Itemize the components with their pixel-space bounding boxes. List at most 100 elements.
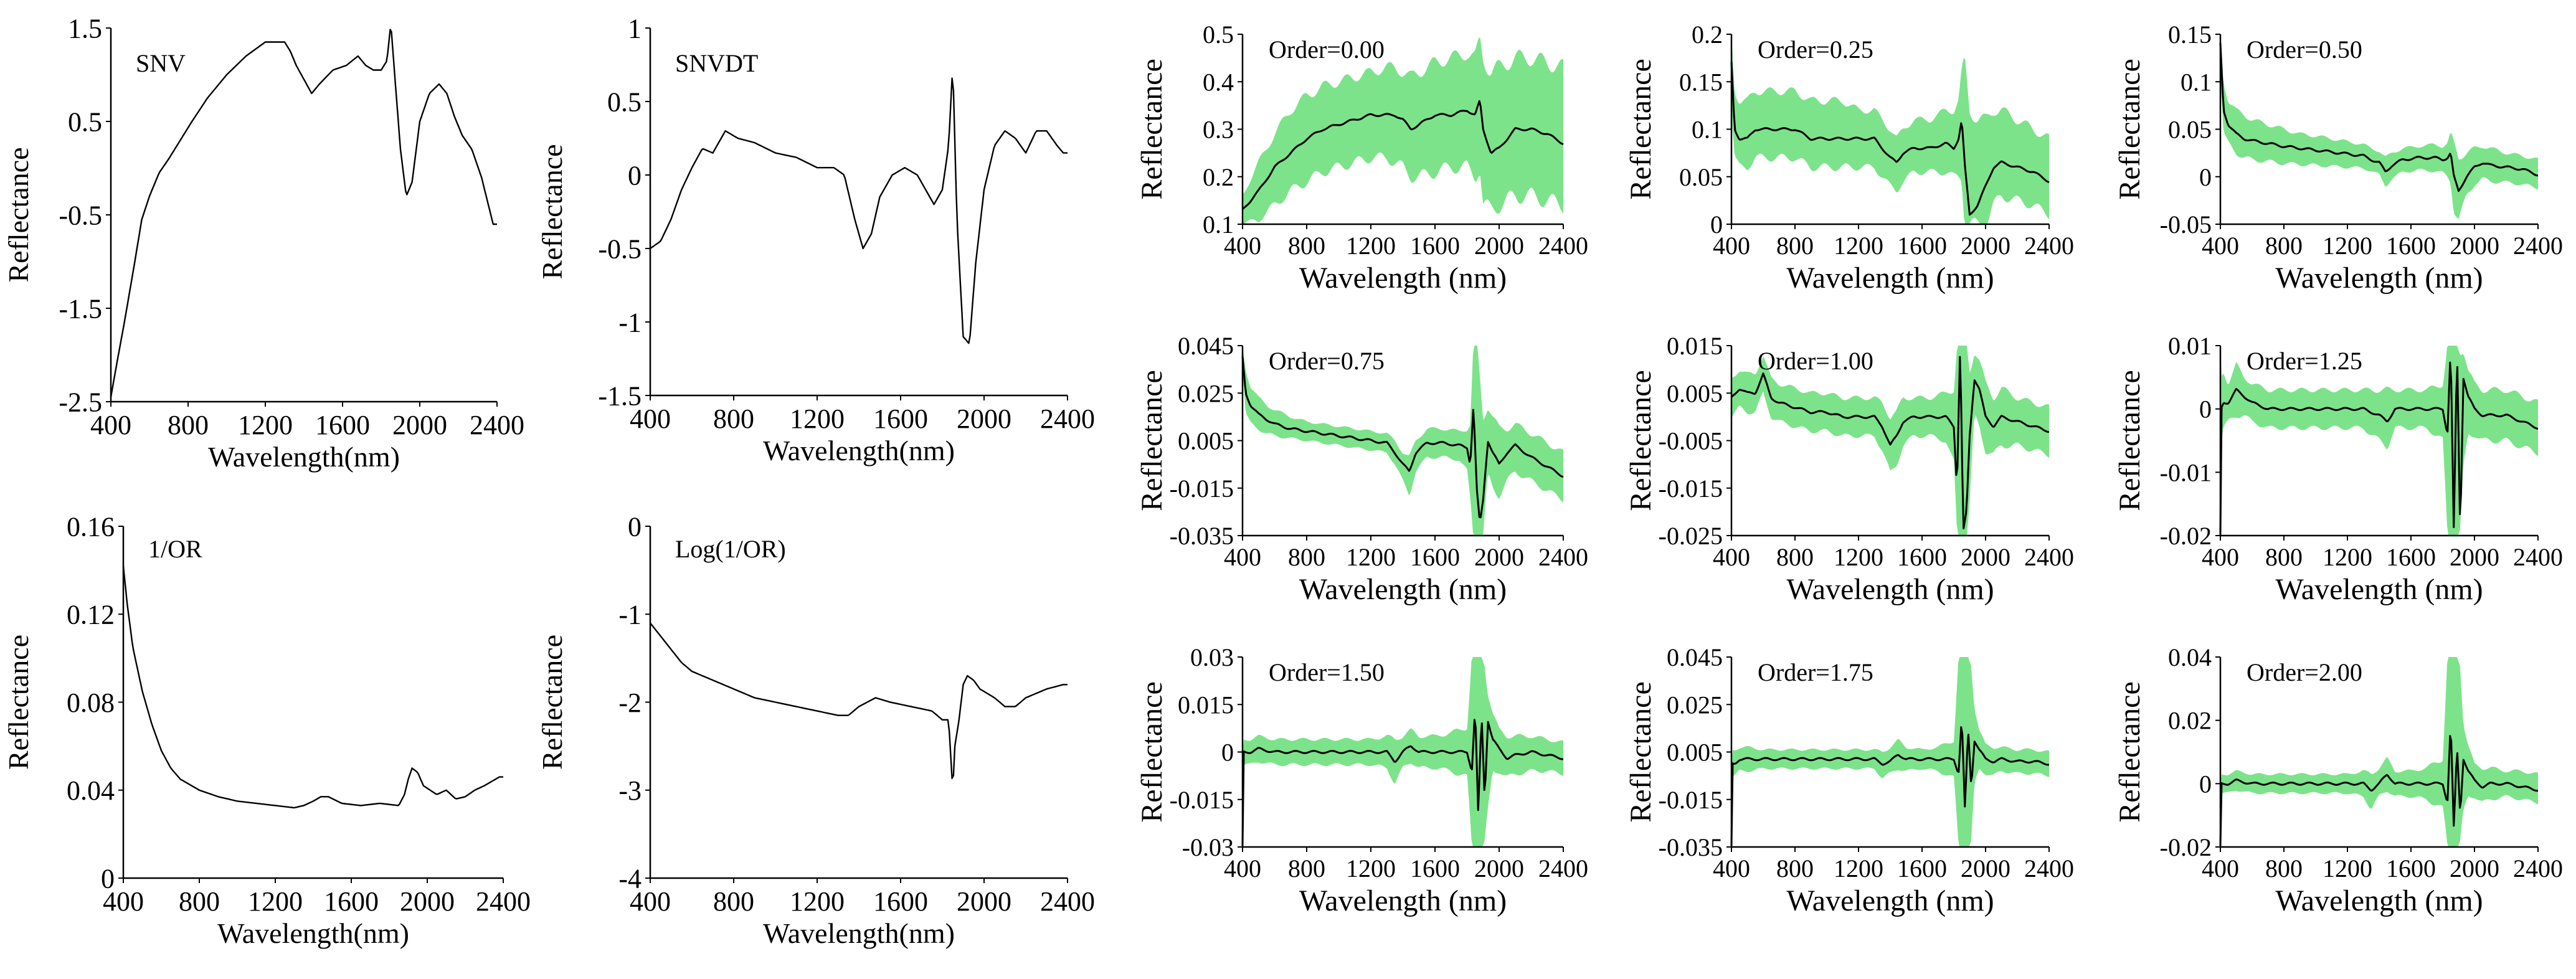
x-tick-label: 2400 — [2513, 232, 2563, 260]
y-tick-label: 0 — [1221, 739, 1234, 767]
x-axis-label: Wavelength (nm) — [2275, 262, 2483, 295]
y-axis-label: Reflectance — [2113, 59, 2146, 200]
y-tick-label: 0.01 — [2168, 332, 2212, 360]
x-tick-label: 800 — [1776, 543, 1814, 571]
y-tick-label: 0.1 — [1203, 210, 1234, 239]
y-tick-label: 0 — [1710, 210, 1723, 239]
x-tick-label: 400 — [630, 886, 671, 917]
series-line-ord000 — [1241, 100, 1564, 210]
x-tick-label: 400 — [2202, 543, 2239, 571]
x-tick-label: 1200 — [790, 404, 845, 434]
x-tick-label: 400 — [103, 886, 144, 917]
x-tick-label: 800 — [2265, 232, 2303, 260]
x-tick-label: 1200 — [790, 886, 845, 917]
series-line-snv — [110, 29, 497, 397]
x-tick-label: 2400 — [1538, 232, 1588, 260]
x-tick-label: 2000 — [957, 886, 1011, 917]
x-tick-label: 1200 — [2323, 854, 2372, 882]
x-tick-label: 2400 — [1538, 854, 1588, 882]
x-tick-label: 2000 — [2450, 232, 2499, 260]
panel-label: Order=1.00 — [1758, 347, 1873, 375]
x-tick-label: 1600 — [315, 410, 370, 440]
y-tick-label: 1 — [628, 13, 642, 44]
band-ord175 — [1731, 657, 2049, 847]
x-tick-label: 800 — [179, 886, 220, 917]
y-axis-label: Reflectance — [1624, 370, 1657, 511]
y-tick-label: 0.15 — [1679, 68, 1723, 96]
series-line-inv_or — [122, 565, 503, 809]
x-tick-label: 2400 — [2513, 854, 2563, 882]
x-tick-label: 1600 — [1897, 543, 1947, 571]
x-tick-label: 1200 — [1834, 232, 1883, 260]
band-ord025 — [1731, 34, 2049, 224]
series-line-ord075 — [1241, 356, 1564, 519]
x-tick-label: 1200 — [1834, 543, 1883, 571]
y-tick-label: 0.005 — [1667, 379, 1723, 407]
y-axis-label: Reflectance — [1624, 681, 1657, 823]
y-tick-label: -1.5 — [59, 293, 102, 324]
y-tick-label: 0.12 — [67, 600, 115, 630]
chart-log_inv_or: -4 -3 -2 -1 0 400 800 1200 1600 2000 2400 Wavelengt… — [536, 511, 1095, 949]
y-axis-label: Reflectance — [536, 635, 568, 770]
y-tick-label: 0.2 — [1692, 21, 1723, 49]
x-axis-label: Wavelength (nm) — [1786, 262, 1994, 295]
chart-ord000: 0.1 0.2 0.3 0.4 0.5 400 800 1200 1600 2000 2400 Wav… — [1135, 21, 1588, 295]
y-tick-label: -0.01 — [2160, 458, 2212, 486]
y-tick-label: 0.4 — [1203, 68, 1234, 96]
x-tick-label: 800 — [713, 404, 754, 434]
y-tick-label: 0.015 — [1178, 691, 1234, 719]
panel-label: Log(1/OR) — [675, 535, 786, 563]
y-tick-label: -0.025 — [1659, 522, 1723, 550]
series-line-snvdt — [650, 77, 1068, 344]
y-tick-label: -0.015 — [1170, 786, 1234, 814]
x-axis-label: Wavelength (nm) — [1299, 573, 1507, 606]
y-tick-label: 0.5 — [1203, 21, 1234, 49]
x-tick-label: 400 — [1224, 543, 1261, 571]
chart-ord150: -0.03 -0.015 0 0.015 0.03 400 800 1200 1600 2000 2… — [1135, 643, 1588, 917]
x-tick-label: 2400 — [2513, 543, 2563, 571]
y-tick-label: -0.005 — [1659, 427, 1723, 455]
x-tick-label: 2400 — [2024, 854, 2074, 882]
series-line-log_inv_or — [650, 622, 1068, 780]
y-tick-label: -1 — [618, 600, 642, 630]
x-tick-label: 2400 — [2024, 232, 2074, 260]
y-tick-label: 0 — [628, 511, 642, 542]
x-tick-label: 800 — [1776, 232, 1814, 260]
x-tick-label: 1600 — [2386, 854, 2436, 882]
x-tick-label: 1200 — [248, 886, 303, 917]
series-line-ord025 — [1730, 62, 2050, 216]
x-tick-label: 800 — [1288, 543, 1325, 571]
panel-label: Order=1.75 — [1758, 658, 1873, 686]
x-tick-label: 400 — [2202, 232, 2239, 260]
y-tick-label: -0.05 — [2160, 210, 2212, 239]
x-axis-label: Wavelength (nm) — [1786, 884, 1994, 917]
y-axis-label: Reflectance — [1135, 370, 1168, 511]
y-tick-label: -0.5 — [598, 234, 642, 264]
chart-ord025: 0 0.05 0.1 0.15 0.2 400 800 1200 1600 2000 2400 Wav… — [1624, 21, 2074, 295]
y-tick-label: 0.08 — [67, 688, 115, 718]
y-tick-label: -2 — [618, 688, 642, 718]
x-tick-label: 400 — [630, 404, 671, 434]
y-axis-label: Reflectance — [2113, 681, 2146, 823]
x-tick-label: 800 — [168, 410, 209, 440]
band-ord050 — [2220, 34, 2538, 219]
x-tick-label: 2000 — [1474, 854, 1524, 882]
x-axis-label: Wavelength(nm) — [217, 917, 409, 949]
panel-label: 1/OR — [148, 535, 202, 563]
x-tick-label: 1200 — [1346, 854, 1396, 882]
y-tick-label: -0.035 — [1659, 833, 1723, 861]
x-axis-label: Wavelength(nm) — [208, 441, 400, 473]
x-tick-label: 2400 — [1040, 886, 1095, 917]
x-tick-label: 800 — [1288, 854, 1325, 882]
y-axis-label: Reflectance — [1624, 59, 1657, 200]
y-tick-label: 0 — [101, 863, 115, 894]
y-tick-label: 0.025 — [1667, 691, 1723, 719]
y-tick-label: 0.1 — [1692, 116, 1723, 144]
x-axis-label: Wavelength(nm) — [763, 435, 955, 466]
y-tick-label: 1.5 — [68, 13, 102, 44]
x-tick-label: 1600 — [1897, 232, 1947, 260]
y-tick-label: -0.035 — [1170, 522, 1234, 550]
y-axis-label: Reflectance — [2, 635, 34, 770]
panel-label: SNVDT — [675, 49, 758, 77]
x-tick-label: 1600 — [2386, 232, 2436, 260]
